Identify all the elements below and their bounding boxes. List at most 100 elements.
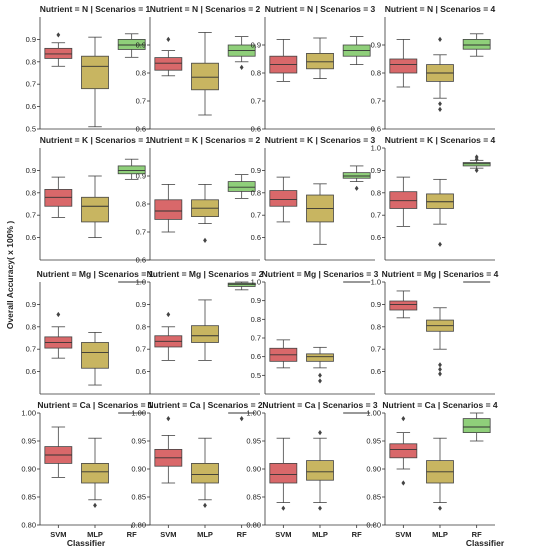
y-tick-label: 0.90 [366, 465, 381, 474]
iqr-box [191, 325, 219, 343]
y-tick-label: 0.90 [131, 465, 146, 474]
box-rf [462, 33, 491, 57]
panel-title: Nutrient = K | Scenarios = 4 [385, 135, 496, 145]
iqr-box [81, 55, 109, 90]
iqr-box [389, 443, 418, 459]
iqr-box [389, 191, 418, 209]
box-svm [389, 39, 418, 88]
y-tick-label: 0.6 [371, 125, 381, 134]
panel-7: Nutrient = K | Scenarios = 3 0.6 0.7 0.8 0.9 [251, 135, 376, 261]
iqr-box [154, 57, 183, 71]
x-tick-label: SVM [50, 530, 66, 539]
y-tick-label: 0.7 [26, 345, 36, 354]
panel-title: Nutrient = N | Scenarios = 2 [150, 4, 261, 14]
outlier-point [318, 378, 322, 384]
y-tick-label: 1.00 [246, 409, 261, 418]
x-axis-label-col-4: Classifier [466, 538, 505, 548]
y-tick-label: 0.6 [251, 233, 261, 242]
outlier-point [438, 36, 442, 42]
y-tick-label: 0.8 [26, 322, 36, 331]
y-tick-label: 0.6 [26, 102, 36, 111]
iqr-box [306, 53, 334, 70]
iqr-box [191, 462, 219, 484]
y-tick-label: 0.6 [26, 367, 36, 376]
iqr-box [426, 193, 454, 209]
y-tick-label: 0.8 [26, 188, 36, 197]
iqr-box [117, 165, 146, 175]
panel-title: Nutrient = N | Scenarios = 1 [40, 4, 151, 14]
box-svm [154, 183, 183, 233]
iqr-box [462, 39, 491, 50]
box-mlp [191, 183, 219, 243]
panel-14: Nutrient = Ca | Scenarios = 2 0.80 0.85 0.9… [131, 400, 263, 539]
y-tick-label: 0.80 [246, 521, 261, 530]
panel-title: Nutrient = N | Scenarios = 3 [265, 4, 376, 14]
box-svm [269, 339, 298, 369]
box-svm [44, 176, 73, 218]
panel-6: Nutrient = K | Scenarios = 2 0.6 0.7 0.8 0.9 [136, 135, 261, 265]
y-tick-label: 0.8 [251, 188, 261, 197]
outlier-point [438, 362, 442, 368]
panel-title: Nutrient = Ca | Scenarios = 3 [262, 400, 378, 410]
outlier-point [281, 505, 286, 511]
panel-title: Nutrient = K | Scenarios = 3 [265, 135, 376, 145]
iqr-box [389, 58, 418, 74]
iqr-box [81, 462, 109, 484]
iqr-box [342, 172, 371, 179]
x-tick-label: MLP [312, 530, 328, 539]
y-tick-label: 0.8 [136, 200, 146, 209]
y-tick-label: 0.80 [21, 521, 36, 530]
x-tick-label: RF [352, 530, 362, 539]
panel-3: Nutrient = N | Scenarios = 3 0.6 0.7 0.8 0.9 [251, 4, 376, 134]
box-svm [44, 426, 73, 478]
y-tick-label: 0.7 [26, 80, 36, 89]
y-tick-label: 0.6 [26, 233, 36, 242]
y-tick-label: 0.85 [366, 493, 381, 502]
outlier-point [56, 32, 61, 38]
x-axis-label-group: Classifier Classifier [67, 538, 505, 548]
iqr-box [269, 462, 298, 484]
outlier-point [318, 430, 322, 436]
y-tick-label: 0.95 [246, 437, 261, 446]
y-tick-label: 0.9 [371, 41, 381, 50]
box-rf [342, 36, 371, 65]
iqr-box [81, 196, 109, 223]
y-tick-label: 0.9 [26, 166, 36, 175]
box-mlp [81, 175, 109, 239]
y-tick-label: 0.90 [246, 465, 261, 474]
outlier-point [318, 372, 322, 378]
box-mlp [426, 307, 454, 377]
y-tick-label: 0.8 [136, 69, 146, 78]
iqr-box [269, 190, 298, 207]
box-svm [44, 311, 73, 359]
outlier-point [354, 185, 359, 191]
outlier-point [93, 502, 97, 508]
outlier-point [203, 502, 207, 508]
outlier-point [438, 366, 442, 372]
outlier-point [474, 167, 479, 173]
y-tick-label: 0.7 [136, 97, 146, 106]
iqr-box [462, 162, 491, 167]
iqr-box [462, 418, 491, 434]
y-tick-label: 0.7 [371, 97, 381, 106]
y-tick-label: 0.6 [136, 256, 146, 265]
y-tick-label: 0.9 [26, 300, 36, 309]
x-tick-label: MLP [432, 530, 448, 539]
panel-2: Nutrient = N | Scenarios = 2 0.6 0.7 0.8 0.9 [136, 4, 261, 134]
panel-1: Nutrient = N | Scenarios = 1 0.5 0.6 0.7 0.8… [26, 4, 151, 134]
y-tick-label: 0.7 [251, 97, 261, 106]
outlier-point [239, 64, 244, 70]
y-tick-label: 0.8 [26, 57, 36, 66]
x-tick-label: SVM [395, 530, 411, 539]
y-tick-label: 0.8 [371, 69, 381, 78]
x-tick-label: RF [237, 530, 247, 539]
outlier-point [438, 101, 442, 107]
y-tick-label: 0.95 [366, 437, 381, 446]
y-tick-label: 0.85 [21, 493, 36, 502]
panel-title: Nutrient = Ca | Scenarios = 4 [382, 400, 498, 410]
y-tick-label: 0.90 [21, 465, 36, 474]
outlier-point [203, 237, 207, 243]
iqr-box [44, 47, 73, 59]
box-mlp [426, 36, 454, 112]
